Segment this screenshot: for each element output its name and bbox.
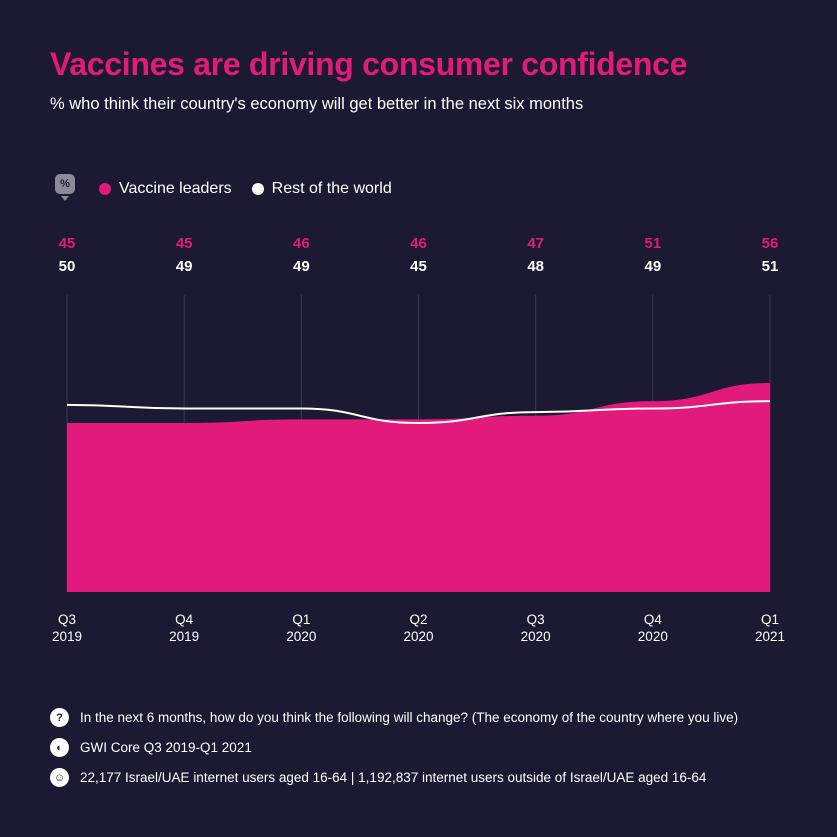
- x-tick-label-4: Q3 2020: [521, 612, 551, 644]
- footer-source: ◐ GWI Core Q3 2019-Q1 2021: [50, 738, 252, 757]
- area-chart: 45 50 45 49 46 49 46 45 47 48 51 49 56 51 Q3 2019 Q4 2019…: [52, 235, 785, 644]
- footer-question-text: In the next 6 months, how do you think t…: [80, 710, 739, 725]
- legend-item-rest-of-world: Rest of the world: [251, 180, 392, 198]
- data-label-rest-of-world-2: 49: [293, 258, 310, 275]
- people-icon: ☺: [50, 768, 69, 787]
- x-tick-label-1: Q4 2019: [169, 612, 199, 644]
- question-icon: ?: [50, 708, 69, 727]
- footer-sample: ☺ 22,177 Israel/UAE internet users aged …: [50, 768, 706, 787]
- x-tick-label-3: Q2 2020: [403, 612, 433, 644]
- data-label-vaccine-leaders-4: 47: [527, 235, 544, 252]
- data-label-vaccine-leaders-0: 45: [59, 235, 76, 252]
- x-tick-label-6: Q1 2021: [755, 612, 785, 644]
- chart-subtitle: % who think their country's economy will…: [50, 95, 584, 113]
- legend-dot-vaccine-leaders: [99, 183, 111, 195]
- data-label-vaccine-leaders-2: 46: [293, 235, 310, 252]
- x-tick-label-0: Q3 2019: [52, 612, 82, 644]
- legend-item-vaccine-leaders: Vaccine leaders: [99, 180, 232, 198]
- data-label-vaccine-leaders-6: 56: [762, 235, 779, 252]
- footer-question: ? In the next 6 months, how do you think…: [50, 708, 738, 727]
- data-label-rest-of-world-0: 50: [59, 258, 76, 275]
- x-tick-label-2: Q1 2020: [286, 612, 316, 644]
- data-label-vaccine-leaders-5: 51: [644, 235, 661, 252]
- data-label-rest-of-world-6: 51: [762, 258, 779, 275]
- data-label-rest-of-world-4: 48: [527, 258, 544, 275]
- x-tick-label-5: Q4 2020: [638, 612, 668, 644]
- chart-title: Vaccines are driving consumer confidence: [50, 46, 688, 82]
- footer-source-text: GWI Core Q3 2019-Q1 2021: [80, 740, 252, 755]
- percent-badge-icon: %: [55, 174, 77, 204]
- legend: % Vaccine leaders Rest of the world: [55, 174, 412, 204]
- legend-dot-rest-of-world: [251, 183, 264, 195]
- data-label-vaccine-leaders-1: 45: [176, 235, 193, 252]
- legend-label-vaccine-leaders: Vaccine leaders: [119, 180, 232, 197]
- data-label-rest-of-world-1: 49: [176, 258, 193, 275]
- source-icon: ◐: [50, 738, 69, 757]
- data-label-vaccine-leaders-3: 46: [410, 235, 427, 252]
- series-line-rest-of-world: [66, 400, 771, 425]
- data-label-rest-of-world-3: 45: [410, 258, 427, 275]
- data-label-rest-of-world-5: 49: [644, 258, 661, 275]
- footer-sample-text: 22,177 Israel/UAE internet users aged 16…: [80, 770, 707, 785]
- legend-label-rest-of-world: Rest of the world: [271, 180, 392, 197]
- series-area-vaccine-leaders: [67, 383, 770, 592]
- percent-badge-label: %: [55, 174, 75, 194]
